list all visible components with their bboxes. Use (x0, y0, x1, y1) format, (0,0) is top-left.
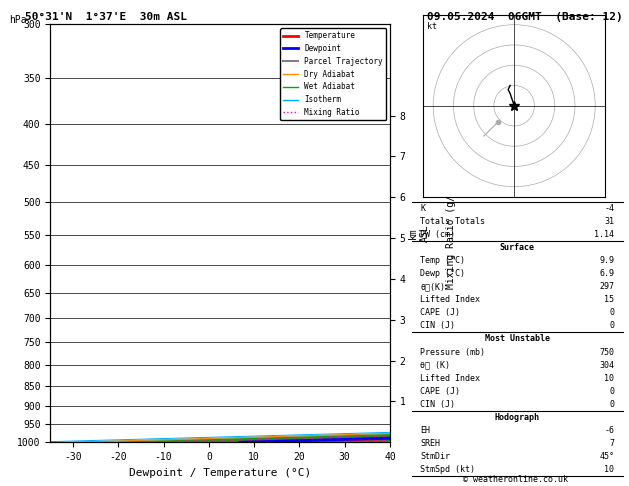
Text: θᴇ(K): θᴇ(K) (420, 282, 445, 291)
Text: 50°31'N  1°37'E  30m ASL: 50°31'N 1°37'E 30m ASL (25, 12, 187, 22)
Y-axis label: km
ASL: km ASL (408, 225, 430, 242)
Text: StmSpd (kt): StmSpd (kt) (420, 465, 476, 474)
Text: Mixing Ratio (g/kg): Mixing Ratio (g/kg) (446, 177, 456, 289)
Text: CAPE (J): CAPE (J) (420, 308, 460, 317)
Text: Lifted Index: Lifted Index (420, 295, 481, 304)
Text: 0: 0 (610, 321, 615, 330)
Text: 10: 10 (604, 465, 615, 474)
Text: 7: 7 (610, 439, 615, 448)
Text: EH: EH (420, 426, 430, 435)
Text: CAPE (J): CAPE (J) (420, 387, 460, 396)
X-axis label: Dewpoint / Temperature (°C): Dewpoint / Temperature (°C) (129, 468, 311, 478)
Text: Temp (°C): Temp (°C) (420, 256, 465, 265)
Text: 15: 15 (604, 295, 615, 304)
Text: -6: -6 (604, 426, 615, 435)
Text: Pressure (mb): Pressure (mb) (420, 347, 486, 357)
Text: K: K (420, 204, 425, 213)
Text: Totals Totals: Totals Totals (420, 217, 486, 226)
Text: CIN (J): CIN (J) (420, 321, 455, 330)
Text: 10: 10 (604, 374, 615, 382)
Text: © weatheronline.co.uk: © weatheronline.co.uk (464, 474, 568, 484)
Text: 6.9: 6.9 (599, 269, 615, 278)
Text: Most Unstable: Most Unstable (485, 334, 550, 344)
Text: 750: 750 (599, 347, 615, 357)
Text: Surface: Surface (500, 243, 535, 252)
Text: 9.9: 9.9 (599, 256, 615, 265)
Text: 09.05.2024  06GMT  (Base: 12): 09.05.2024 06GMT (Base: 12) (427, 12, 623, 22)
Text: LCL: LCL (509, 22, 524, 31)
Text: SREH: SREH (420, 439, 440, 448)
Text: 304: 304 (599, 361, 615, 370)
Text: hPa: hPa (9, 15, 27, 25)
Text: Lifted Index: Lifted Index (420, 374, 481, 382)
Text: 0: 0 (610, 387, 615, 396)
Text: StmDir: StmDir (420, 452, 450, 461)
Text: 1.14: 1.14 (594, 230, 615, 239)
Text: θᴇ (K): θᴇ (K) (420, 361, 450, 370)
Text: CIN (J): CIN (J) (420, 400, 455, 409)
Legend: Temperature, Dewpoint, Parcel Trajectory, Dry Adiabat, Wet Adiabat, Isotherm, Mi: Temperature, Dewpoint, Parcel Trajectory… (280, 28, 386, 120)
Text: Dewp (°C): Dewp (°C) (420, 269, 465, 278)
Text: 0: 0 (610, 400, 615, 409)
Text: 45°: 45° (599, 452, 615, 461)
Text: 31: 31 (604, 217, 615, 226)
Text: kt: kt (427, 22, 437, 31)
Text: 297: 297 (599, 282, 615, 291)
Text: Hodograph: Hodograph (495, 413, 540, 422)
Text: -4: -4 (604, 204, 615, 213)
Text: 0: 0 (610, 308, 615, 317)
Text: PW (cm): PW (cm) (420, 230, 455, 239)
